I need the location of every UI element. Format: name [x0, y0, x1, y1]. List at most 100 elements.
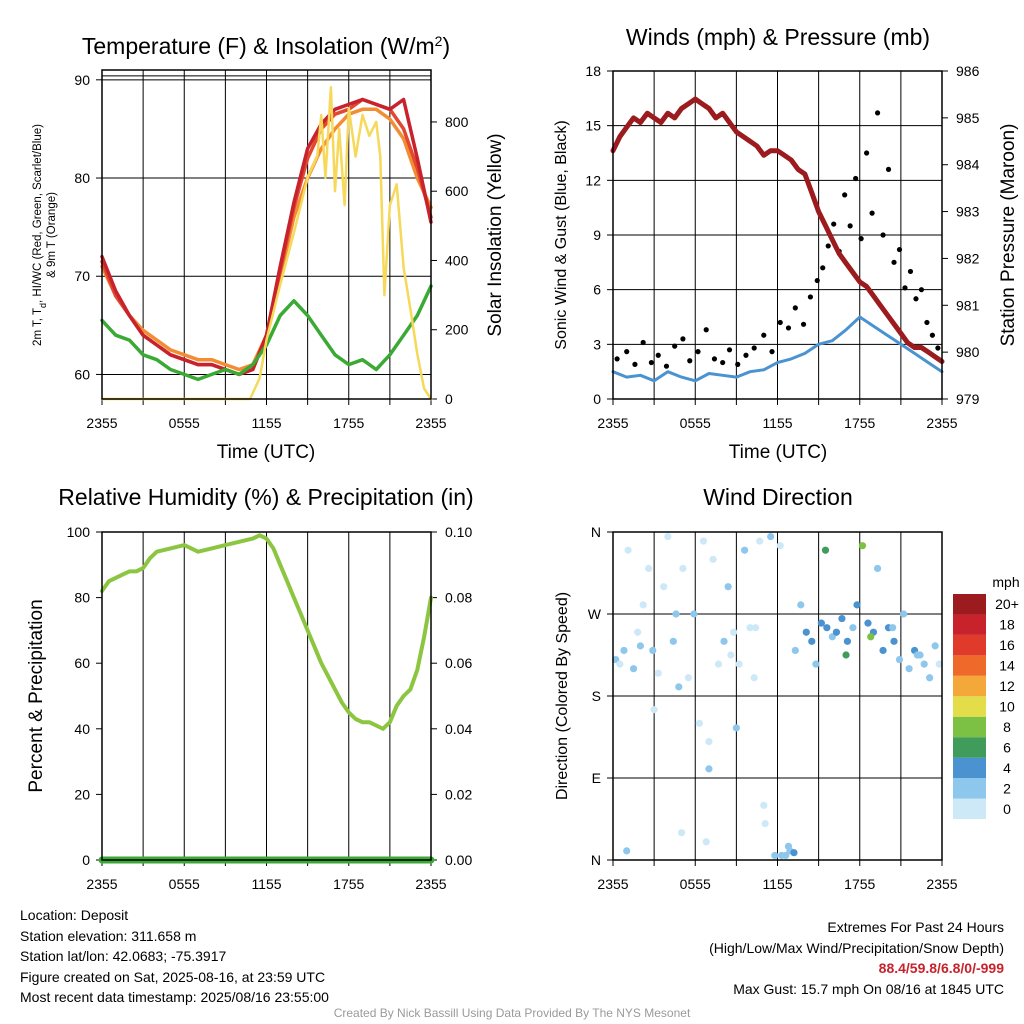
gust-point [743, 352, 749, 358]
direction-point [895, 655, 904, 664]
direction-point [864, 619, 872, 627]
gust-point [935, 345, 941, 351]
gust-point [853, 175, 859, 182]
y2-tick-label: 0.08 [445, 590, 472, 606]
y2-tick-label: 984 [956, 157, 980, 173]
station-location: Location: Deposit [20, 907, 129, 923]
y2-tick-label: 979 [956, 391, 980, 407]
colorbar-swatch [953, 614, 986, 635]
y-tick-label: 80 [74, 590, 90, 606]
direction-point [732, 724, 740, 732]
extremes-legend: (High/Low/Max Wind/Precipitation/Snow De… [709, 939, 1004, 956]
y2-tick-label: 0.02 [445, 786, 472, 802]
direction-point [650, 706, 658, 714]
temperature-ylabel-1: 2m T, Td, HI/WC (Red, Green, Scarlet/Blu… [32, 124, 48, 346]
gust-point [858, 236, 864, 242]
direction-point [913, 651, 921, 659]
plot-border [612, 531, 943, 861]
gust-point [726, 347, 733, 353]
direction-point [730, 628, 738, 636]
colorbar-label: 8 [1003, 719, 1011, 735]
y2-tick-label: 980 [956, 344, 980, 360]
gust-point [751, 345, 757, 351]
y2-tick-label: 0 [445, 391, 453, 407]
station-elevation: Station elevation: 311.658 m [20, 927, 197, 944]
gust-point [648, 359, 654, 366]
direction-point [778, 851, 786, 860]
gust-point [842, 192, 848, 198]
humidity-panel: Relative Humidity (%) & Precipitation (i… [26, 484, 474, 892]
temperature-ylabel-2: & 9m T (Orange) [46, 192, 58, 278]
direction-point [867, 633, 875, 641]
gust-point [687, 358, 693, 364]
y-tick-label: 90 [74, 72, 90, 88]
gust-point [735, 361, 741, 367]
gust-point [864, 150, 870, 156]
colorbar-label: 2 [1003, 780, 1011, 796]
gust-point [907, 268, 914, 275]
temperature-panel: Temperature (F) & Insolation (W/m2) Time… [32, 33, 506, 463]
direction-point [623, 847, 631, 855]
x-tick-label: 1155 [762, 415, 792, 431]
gust-point [655, 352, 661, 358]
colorbar-label: 0 [1003, 801, 1011, 817]
colorbar-swatch [953, 798, 986, 819]
x-tick-label: 1155 [251, 415, 281, 431]
direction-point [709, 555, 717, 563]
direction-point [889, 624, 897, 632]
colorbar-label: 20+ [995, 596, 1019, 612]
x-tick-label: 2355 [86, 415, 117, 431]
y2-tick-label: 0.10 [445, 524, 472, 540]
extremes-title: Extremes For Past 24 Hours [827, 919, 1004, 935]
direction-point [842, 651, 850, 659]
direction-point [802, 628, 810, 636]
winds-panel: Winds (mph) & Pressure (mb) Time (UTC) S… [553, 24, 1019, 463]
direction-point [649, 646, 657, 655]
gust-point [695, 349, 701, 355]
y-tick-label: 40 [74, 721, 90, 737]
y2-tick-label: 985 [956, 110, 980, 126]
direction-point [714, 660, 723, 668]
y2-tick-label: 0.04 [445, 721, 472, 737]
series-line-maroon [610, 96, 945, 364]
gust-point [680, 336, 686, 342]
y2-tick-label: 800 [445, 114, 469, 130]
gust-point [874, 110, 881, 116]
direction-point [724, 583, 732, 591]
direction-point [690, 610, 698, 618]
direction-point [751, 624, 760, 632]
gust-point [891, 259, 897, 265]
y-tick-label: 15 [585, 118, 601, 134]
temperature-title-superscript: 2 [435, 33, 443, 49]
direction-point [634, 628, 642, 636]
gust-point [761, 332, 767, 338]
gust-point [820, 265, 826, 271]
x-tick-label: 1755 [333, 876, 364, 892]
credit-line: Created By Nick Bassill Using Data Provi… [333, 1006, 691, 1020]
x-tick-label: 2355 [926, 876, 957, 892]
x-tick-label: 2355 [926, 415, 957, 431]
gust-point [880, 232, 886, 238]
gust-point [913, 296, 919, 302]
gust-point [777, 319, 783, 326]
extremes-values: 88.4/59.8/6.8/0/-999 [878, 960, 1004, 976]
direction-point [735, 660, 743, 668]
y2-tick-label: 982 [956, 250, 980, 266]
colorbar-label: 18 [999, 617, 1015, 633]
gust-point [640, 339, 646, 346]
y-tick-label: 60 [74, 655, 90, 671]
recent-timestamp: Most recent data timestamp: 2025/08/16 2… [20, 989, 329, 1005]
x-tick-label: 1155 [762, 876, 792, 892]
direction-point [727, 651, 735, 659]
gust-point [924, 319, 930, 326]
colorbar-swatch [953, 594, 986, 615]
gust-point [902, 285, 908, 291]
direction-point [931, 642, 939, 650]
direction-point [767, 532, 775, 541]
gust-point [672, 343, 678, 349]
gust-point [814, 277, 820, 284]
colorbar-label: 14 [999, 658, 1015, 674]
gust-point [825, 243, 831, 249]
direction-point [695, 719, 703, 727]
gust-point [807, 294, 814, 300]
